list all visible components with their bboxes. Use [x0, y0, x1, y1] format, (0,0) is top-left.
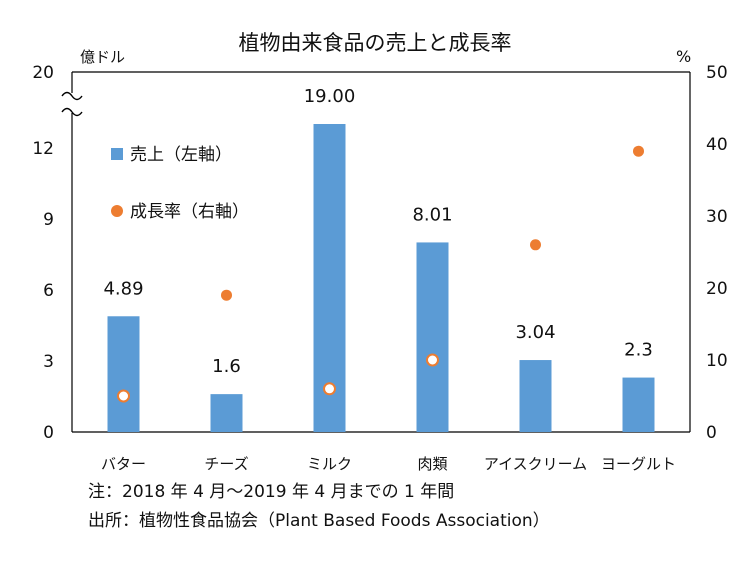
bar-value-label: 19.00: [304, 86, 356, 107]
right-tick-label: 30: [706, 207, 728, 227]
right-tick-label: 0: [706, 423, 717, 443]
x-tick-label: ミルク: [307, 455, 352, 473]
left-tick-label: 0: [43, 423, 54, 443]
left-tick-label: 9: [43, 210, 54, 230]
bar: [313, 124, 346, 432]
left-tick-label: 6: [43, 281, 54, 301]
left-tick-label: 3: [43, 352, 54, 372]
note-source: 出所：植物性食品協会（Plant Based Foods Association…: [88, 511, 550, 531]
left-tick-label: 20: [32, 63, 54, 83]
axis-break-mark: [61, 107, 83, 117]
bar-value-label: 8.01: [412, 204, 452, 225]
bar-value-label: 1.6: [212, 356, 241, 377]
x-tick-label: 肉類: [417, 455, 447, 473]
growth-point: [323, 382, 336, 396]
bar-value-label: 3.04: [515, 322, 555, 343]
growth-point: [633, 145, 644, 157]
bar: [107, 316, 140, 432]
bar: [210, 394, 243, 432]
chart-title: 植物由来食品の売上と成長率: [239, 31, 512, 55]
x-tick-label: ヨーグルト: [601, 455, 676, 473]
right-axis-unit: %: [676, 47, 691, 66]
x-tick-label: バター: [101, 455, 146, 473]
right-tick-label: 10: [706, 351, 728, 371]
right-tick-label: 50: [706, 63, 728, 83]
legend-bar-label: 売上（左軸）: [130, 145, 232, 165]
legend-point-swatch: [111, 205, 123, 217]
notes: 注：2018 年 4 月～2019 年 4 月までの 1 年間 出所：植物性食品…: [88, 478, 550, 536]
right-tick-label: 40: [706, 135, 728, 155]
legend-bar-swatch: [111, 148, 123, 160]
bar-value-label: 4.89: [103, 278, 143, 299]
bar-value-label: 2.3: [624, 340, 653, 361]
growth-point: [117, 389, 130, 403]
growth-point: [426, 353, 439, 367]
growth-point: [530, 239, 541, 251]
bar: [622, 377, 655, 432]
axis-break-mark: [61, 91, 83, 101]
note-period: 注：2018 年 4 月～2019 年 4 月までの 1 年間: [88, 482, 455, 502]
x-tick-label: アイスクリーム: [484, 455, 587, 473]
x-tick-label: チーズ: [204, 455, 248, 473]
growth-point: [221, 289, 232, 301]
legend-point-label: 成長率（右軸）: [130, 202, 249, 222]
right-tick-label: 20: [706, 279, 728, 299]
bar: [519, 360, 552, 432]
left-tick-label: 12: [32, 139, 54, 159]
left-axis-unit: 億ドル: [80, 48, 125, 66]
bar: [416, 242, 449, 432]
